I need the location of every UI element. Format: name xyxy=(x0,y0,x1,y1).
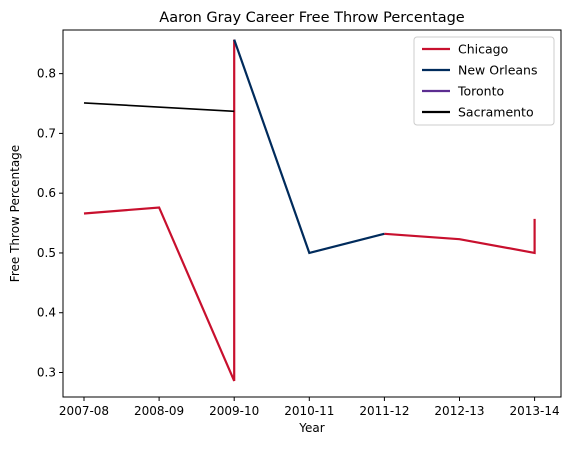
y-tick-label: 0.6 xyxy=(37,186,56,200)
legend-label: Chicago xyxy=(458,42,508,57)
y-tick-label: 0.3 xyxy=(37,365,56,379)
series-line-sacramento xyxy=(84,103,234,111)
series-line-chicago-2 xyxy=(384,219,534,253)
x-tick-label: 2012-13 xyxy=(434,404,484,418)
legend-label: Toronto xyxy=(457,84,504,99)
legend-label: Sacramento xyxy=(458,105,534,120)
legend: Chicago New Orleans Toronto Sacramento xyxy=(414,37,554,125)
x-tick-label: 2013-14 xyxy=(510,404,560,418)
series-line-chicago xyxy=(84,40,234,381)
y-tick-label: 0.5 xyxy=(37,246,56,260)
x-tick-label: 2010-11 xyxy=(284,404,334,418)
x-axis: 2007-08 2008-09 2009-10 2010-11 2011-12 2012-… xyxy=(59,397,560,418)
x-axis-label: Year xyxy=(298,421,324,435)
y-axis: 0.3 0.4 0.5 0.6 0.7 0.8 xyxy=(37,67,63,380)
x-tick-label: 2009-10 xyxy=(209,404,259,418)
y-tick-label: 0.7 xyxy=(37,126,56,140)
chart-title: Aaron Gray Career Free Throw Percentage xyxy=(159,10,465,26)
y-tick-label: 0.4 xyxy=(37,306,56,320)
x-tick-label: 2011-12 xyxy=(359,404,409,418)
y-tick-label: 0.8 xyxy=(37,67,56,81)
x-tick-label: 2007-08 xyxy=(59,404,109,418)
series-line-new-orleans xyxy=(234,40,384,253)
y-axis-label: Free Throw Percentage xyxy=(8,145,22,282)
x-tick-label: 2008-09 xyxy=(134,404,184,418)
legend-label: New Orleans xyxy=(458,63,537,78)
